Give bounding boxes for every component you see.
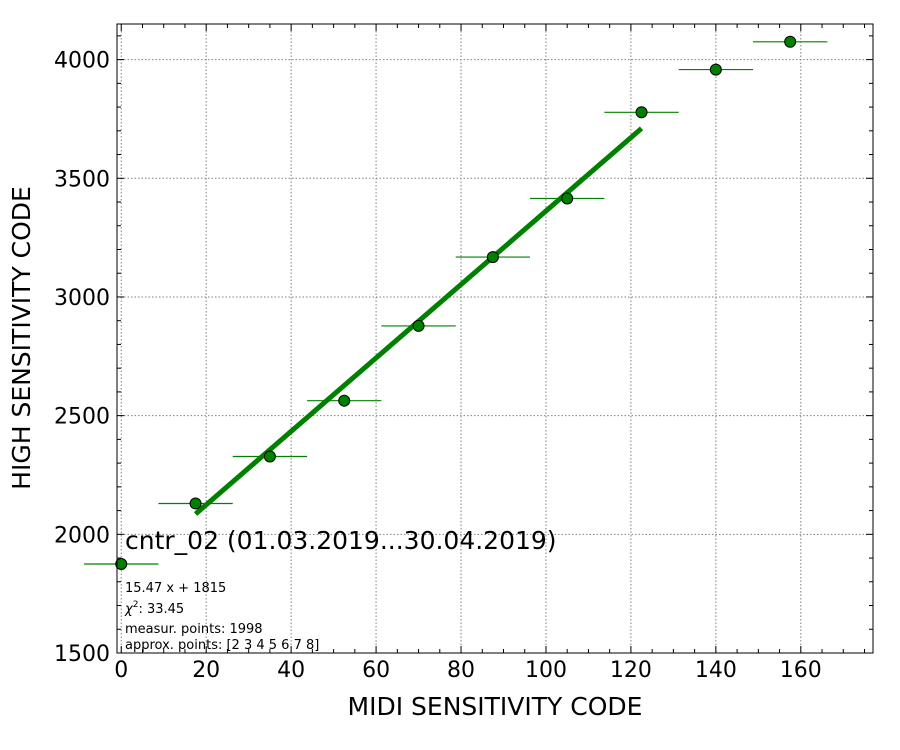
- data-point-group: [530, 192, 605, 205]
- chi-symbol: χ: [124, 602, 134, 617]
- y-tick-label: 4000: [54, 49, 110, 74]
- data-point: [338, 394, 351, 407]
- data-point-group: [455, 251, 531, 264]
- ticks: [117, 24, 873, 654]
- data-point: [486, 251, 499, 264]
- measured-points-text: measur. points: 1998: [125, 622, 263, 637]
- x-tick-label: 40: [277, 658, 305, 683]
- y-axis-label: HIGH SENSITIVITY CODE: [7, 186, 36, 490]
- data-point-group: [232, 450, 308, 463]
- x-axis-label: MIDI SENSITIVITY CODE: [348, 692, 643, 721]
- x-tick-label: 140: [695, 658, 737, 683]
- data-point: [189, 497, 202, 510]
- data-point-group: [381, 319, 456, 332]
- data-point: [709, 63, 722, 76]
- x-tick-label: 100: [525, 658, 567, 683]
- plot-frame: [116, 23, 874, 654]
- x-tick-label: 80: [447, 658, 475, 683]
- y-tick-label: 2000: [54, 523, 110, 548]
- data-points-layer: [84, 35, 828, 570]
- chi2-value: : 33.45: [138, 602, 184, 617]
- y-tick-label: 3500: [54, 167, 110, 192]
- data-point-group: [158, 497, 233, 510]
- data-point: [263, 450, 276, 463]
- fit-equation: 15.47 x + 1815: [125, 581, 226, 596]
- x-tick-label: 120: [610, 658, 652, 683]
- data-point-group: [307, 394, 382, 407]
- x-tick-labels: 0 20 40 60 80 100 120 140 160: [114, 658, 822, 683]
- x-tick-label: 60: [362, 658, 390, 683]
- y-tick-label: 1500: [54, 642, 110, 667]
- data-point: [561, 192, 574, 205]
- chi-exponent: 2: [133, 600, 139, 610]
- x-tick-label: 160: [780, 658, 822, 683]
- grid: [117, 24, 873, 654]
- chart-title: cntr_02 (01.03.2019...30.04.2019): [125, 526, 557, 555]
- data-point: [115, 557, 128, 570]
- chi2-text: χ2: 33.45: [124, 600, 184, 617]
- data-point-group: [604, 106, 679, 119]
- data-point: [412, 319, 425, 332]
- y-tick-label: 3000: [54, 286, 110, 311]
- data-point-group: [753, 35, 828, 48]
- data-point-group: [84, 557, 159, 570]
- data-point-group: [678, 63, 754, 76]
- y-tick-labels: 1500 2000 2500 3000 3500 4000: [54, 49, 110, 667]
- x-tick-label: 20: [192, 658, 220, 683]
- x-tick-label: 0: [114, 658, 128, 683]
- y-tick-label: 2500: [54, 405, 110, 430]
- data-point: [784, 35, 797, 48]
- data-point: [635, 106, 648, 119]
- approx-points-text: approx. points: [2 3 4 5 6 7 8]: [125, 638, 319, 653]
